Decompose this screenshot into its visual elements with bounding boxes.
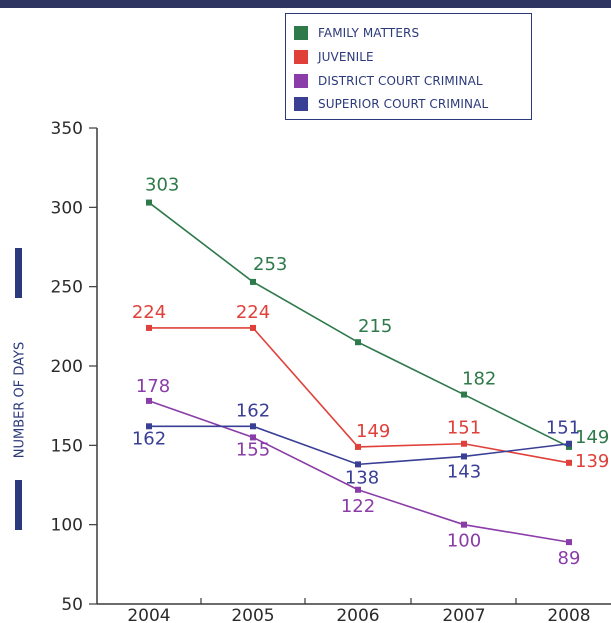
y-tick-label-200: 200 xyxy=(51,357,83,377)
y-tick-label-250: 250 xyxy=(51,278,83,298)
data-label-district-court-criminal-2006: 122 xyxy=(341,496,375,517)
data-point-juvenile-2006 xyxy=(355,443,361,450)
data-label-district-court-criminal-2008: 89 xyxy=(558,548,581,569)
legend-label-superior-court-criminal: SUPERIOR COURT CRIMINAL xyxy=(318,97,489,111)
data-point-family-matters-2007 xyxy=(461,391,467,398)
data-point-family-matters-2006 xyxy=(355,339,361,346)
legend-label-juvenile: JUVENILE xyxy=(318,50,374,64)
legend-item-district-court-criminal: DISTRICT COURT CRIMINAL xyxy=(294,70,483,92)
data-label-juvenile-2004: 224 xyxy=(132,302,166,323)
legend-label-district-court-criminal: DISTRICT COURT CRIMINAL xyxy=(318,74,483,88)
legend-item-family-matters: FAMILY MATTERS xyxy=(294,22,419,44)
data-label-superior-court-criminal-2006: 138 xyxy=(345,467,379,488)
legend-label-family-matters: FAMILY MATTERS xyxy=(318,26,420,40)
data-label-juvenile-2005: 224 xyxy=(236,302,270,323)
legend-swatch-juvenile xyxy=(294,50,308,64)
data-label-superior-court-criminal-2005: 162 xyxy=(236,400,270,421)
header-band xyxy=(0,0,611,8)
chart-legend: FAMILY MATTERS JUVENILE DISTRICT COURT C… xyxy=(285,13,532,120)
data-point-juvenile-2008 xyxy=(566,459,572,466)
x-tick-label-2005: 2005 xyxy=(231,606,274,623)
data-point-juvenile-2004 xyxy=(146,324,152,331)
data-label-juvenile-2007: 151 xyxy=(447,418,481,439)
data-point-superior-court-criminal-2005 xyxy=(250,423,256,430)
data-label-juvenile-2006: 149 xyxy=(356,421,390,442)
data-point-district-court-criminal-2004 xyxy=(146,397,152,404)
data-point-family-matters-2008 xyxy=(566,443,572,450)
data-point-district-court-criminal-2006 xyxy=(355,486,361,493)
y-tick-label-100: 100 xyxy=(51,516,83,536)
legend-swatch-family-matters xyxy=(294,26,308,40)
data-label-family-matters-2006: 215 xyxy=(358,316,392,337)
data-label-superior-court-criminal-2008: 151 xyxy=(546,418,580,439)
y-tick-label-50: 50 xyxy=(61,595,83,615)
data-point-district-court-criminal-2008 xyxy=(566,539,572,546)
y-axis-title-bar-upper xyxy=(15,248,22,298)
data-point-family-matters-2004 xyxy=(146,199,152,206)
data-point-superior-court-criminal-2004 xyxy=(146,423,152,430)
data-label-superior-court-criminal-2004: 162 xyxy=(132,428,166,449)
x-tick-label-2006: 2006 xyxy=(336,606,379,623)
data-label-district-court-criminal-2007: 100 xyxy=(447,531,481,552)
legend-item-superior-court-criminal: SUPERIOR COURT CRIMINAL xyxy=(294,93,488,115)
data-point-juvenile-2005 xyxy=(250,324,256,331)
data-label-district-court-criminal-2004: 178 xyxy=(136,376,170,397)
data-point-district-court-criminal-2005 xyxy=(250,434,256,441)
data-label-family-matters-2008: 149 xyxy=(575,427,609,448)
legend-swatch-district-court-criminal xyxy=(294,74,308,88)
data-label-district-court-criminal-2005: 155 xyxy=(236,439,270,460)
x-tick-label-2007: 2007 xyxy=(442,606,485,623)
data-point-district-court-criminal-2007 xyxy=(461,521,467,528)
legend-swatch-superior-court-criminal xyxy=(294,97,308,111)
data-label-family-matters-2004: 303 xyxy=(145,175,179,196)
data-label-family-matters-2007: 182 xyxy=(462,369,496,390)
data-label-family-matters-2005: 253 xyxy=(253,254,287,275)
x-tick-label-2008: 2008 xyxy=(547,606,590,623)
y-axis-title-bar-lower xyxy=(15,480,22,530)
data-point-family-matters-2005 xyxy=(250,278,256,285)
y-tick-label-300: 300 xyxy=(51,198,83,218)
y-tick-label-150: 150 xyxy=(51,436,83,456)
y-tick-label-350: 350 xyxy=(51,119,83,139)
data-point-superior-court-criminal-2008 xyxy=(566,440,572,447)
data-label-superior-court-criminal-2007: 143 xyxy=(447,461,481,482)
data-point-superior-court-criminal-2006 xyxy=(355,461,361,468)
data-point-juvenile-2007 xyxy=(461,440,467,447)
data-point-superior-court-criminal-2007 xyxy=(461,453,467,460)
x-tick-label-2004: 2004 xyxy=(127,606,170,623)
data-label-juvenile-2008: 139 xyxy=(575,451,609,472)
legend-item-juvenile: JUVENILE xyxy=(294,46,374,68)
series-line-juvenile xyxy=(149,327,570,464)
